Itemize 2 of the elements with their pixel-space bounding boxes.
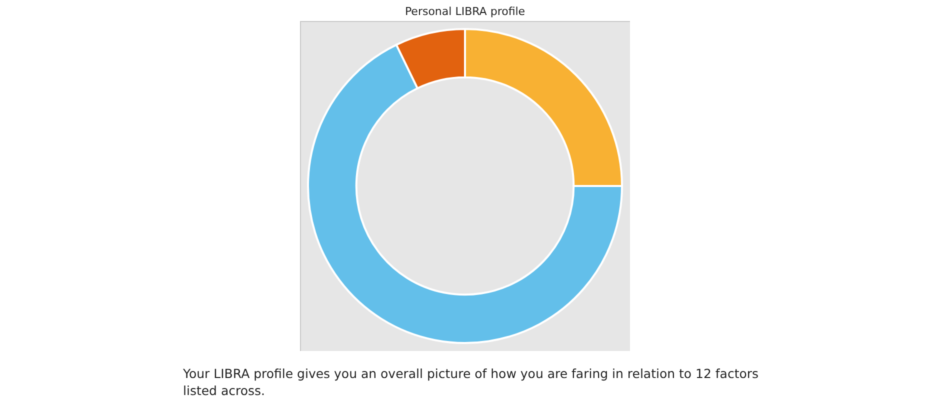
text: Your LIBRA profile gives you an overall picture of how you are faring in relation to 12 factors listed across. [183, 365, 760, 396]
chart-title: Personal LIBRA profile [404, 5, 526, 18]
